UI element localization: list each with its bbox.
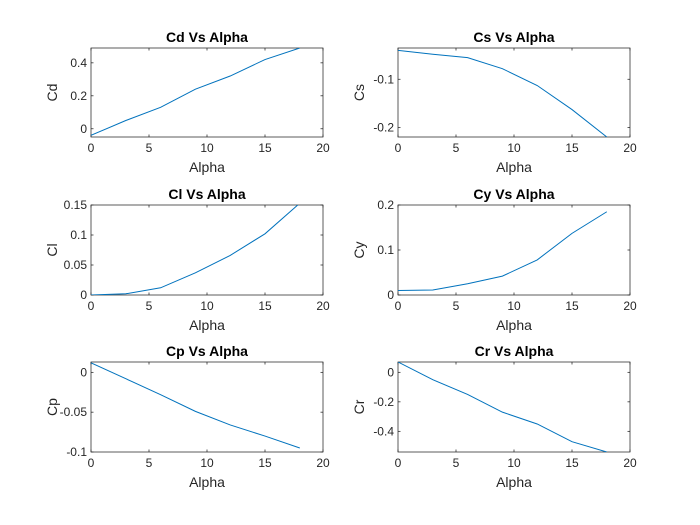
cs-axes-box	[397, 47, 631, 138]
cd-x-axis-label: Alpha	[189, 159, 225, 175]
cy-ytick-label: 0	[387, 288, 394, 302]
cs-y-axis-label: Cs	[351, 84, 367, 101]
cr-ytick-label: -0.2	[373, 395, 394, 409]
cp-axes-box	[90, 361, 324, 453]
cl-series-line	[91, 205, 299, 295]
cs-xtick-label: 10	[507, 141, 521, 155]
cs-x-axis-label: Alpha	[496, 159, 532, 175]
cr-xtick-label: 10	[507, 456, 521, 470]
cl-chart-title: Cl Vs Alpha	[168, 186, 245, 202]
cs-xtick-label: 0	[395, 141, 402, 155]
cp-chart-title: Cp Vs Alpha	[166, 343, 248, 359]
cr-x-axis-label: Alpha	[496, 474, 532, 490]
subplot-cs: 0 5 10 15 20 -0.2 -0.1 Cs Vs Alpha Alpha Cs	[351, 29, 637, 175]
cr-xtick-label: 5	[453, 456, 460, 470]
cs-xtick-label: 15	[565, 141, 579, 155]
cd-xtick-label: 5	[146, 141, 153, 155]
cl-ytick-label: 0.1	[70, 228, 87, 242]
cr-ytick-label: -0.4	[373, 424, 394, 438]
subplot-cy: 0 5 10 15 20 0 0.1 0.2 Cy Vs Alpha Alpha Cy	[351, 186, 637, 333]
subplot-cp: 0 5 10 15 20 -0.1 -0.05 0 Cp Vs Alpha Alpha Cp	[44, 343, 330, 490]
cl-xtick-label: 0	[88, 299, 95, 313]
cs-series-line	[398, 49, 608, 137]
cr-y-axis-label: Cr	[351, 399, 367, 414]
cy-ytick-label: 0.2	[377, 198, 394, 212]
cd-series-line	[91, 48, 300, 136]
cd-ytick-label: 0.2	[70, 89, 87, 103]
cs-ytick-label: -0.2	[373, 120, 394, 134]
cy-chart-title: Cy Vs Alpha	[473, 186, 554, 202]
cr-chart-title: Cr Vs Alpha	[475, 343, 554, 359]
cl-x-axis-label: Alpha	[189, 317, 225, 333]
cr-axes-box	[397, 361, 631, 453]
cl-ytick-label: 0	[80, 288, 87, 302]
cs-xtick-label: 20	[623, 141, 637, 155]
cs-ytick-label: -0.1	[373, 72, 394, 86]
cy-xtick-label: 5	[453, 299, 460, 313]
cr-xtick-label: 20	[623, 456, 637, 470]
subplot-cd: 0 5 10 15 20 0 0.2 0.4 Cd Vs Alpha Alpha Cd	[44, 29, 330, 175]
cd-ytick-label: 0	[80, 122, 87, 136]
cr-xtick-label: 0	[395, 456, 402, 470]
cd-axes-box	[90, 47, 324, 138]
cy-xtick-label: 15	[565, 299, 579, 313]
cp-ytick-label: -0.1	[66, 445, 87, 459]
cp-x-axis-label: Alpha	[189, 474, 225, 490]
cy-y-axis-label: Cy	[351, 241, 367, 258]
cl-axes-box	[90, 204, 324, 296]
cy-series-line	[398, 211, 608, 291]
cy-axes-box	[397, 204, 631, 296]
cl-y-axis-label: Cl	[44, 243, 60, 256]
cd-chart-title: Cd Vs Alpha	[166, 29, 248, 45]
subplot-cl: 0 5 10 15 20 0 0.05 0.1 0.15 Cl Vs Alpha Alpha Cl	[44, 186, 330, 333]
cr-series-line	[398, 362, 607, 452]
cp-series-line	[91, 362, 300, 449]
cl-ytick-label: 0.05	[64, 258, 88, 272]
cd-ytick-label: 0.4	[70, 56, 87, 70]
cr-ytick-label: 0	[387, 365, 394, 379]
subplot-cr: 0 5 10 15 20 -0.4 -0.2 0 Cr Vs Alpha Alpha Cr	[351, 343, 637, 490]
cp-y-axis-label: Cp	[44, 398, 60, 416]
cp-xtick-label: 10	[200, 456, 214, 470]
cp-xtick-label: 15	[258, 456, 272, 470]
cd-xtick-label: 10	[200, 141, 214, 155]
cd-y-axis-label: Cd	[44, 84, 60, 102]
cl-xtick-label: 5	[146, 299, 153, 313]
cs-chart-title: Cs Vs Alpha	[473, 29, 554, 45]
cp-xtick-label: 0	[88, 456, 95, 470]
cp-ytick-label: 0	[80, 365, 87, 379]
cd-xtick-label: 0	[88, 141, 95, 155]
cr-xtick-label: 15	[565, 456, 579, 470]
cl-xtick-label: 10	[200, 299, 214, 313]
cy-xtick-label: 20	[623, 299, 637, 313]
cy-x-axis-label: Alpha	[496, 317, 532, 333]
cd-xtick-label: 15	[258, 141, 272, 155]
cd-xtick-label: 20	[316, 141, 330, 155]
cp-ytick-label: -0.05	[60, 405, 88, 419]
cl-xtick-label: 15	[258, 299, 272, 313]
cy-ytick-label: 0.1	[377, 243, 394, 257]
cp-xtick-label: 5	[146, 456, 153, 470]
cl-xtick-label: 20	[316, 299, 330, 313]
cp-xtick-label: 20	[316, 456, 330, 470]
cs-xtick-label: 5	[453, 141, 460, 155]
cl-ytick-label: 0.15	[64, 198, 88, 212]
cy-xtick-label: 0	[395, 299, 402, 313]
cy-xtick-label: 10	[507, 299, 521, 313]
